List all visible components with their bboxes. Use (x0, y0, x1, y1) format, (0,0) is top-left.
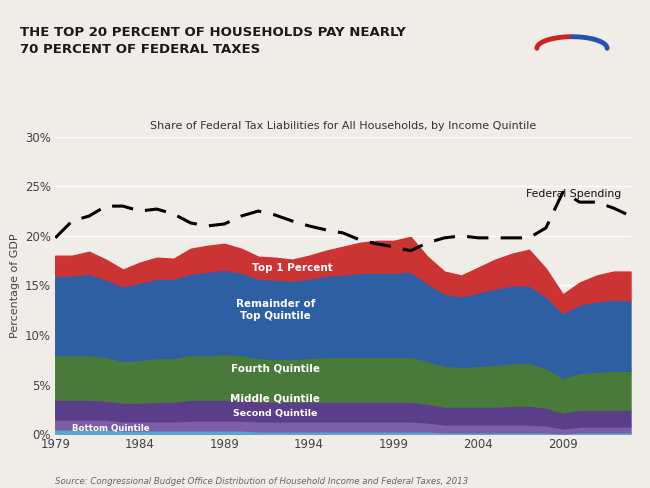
Text: Fourth Quintile: Fourth Quintile (231, 364, 320, 374)
Y-axis label: Percentage of GDP: Percentage of GDP (10, 233, 20, 338)
Text: THE TOP 20 PERCENT OF HOUSEHOLDS PAY NEARLY
70 PERCENT OF FEDERAL TAXES: THE TOP 20 PERCENT OF HOUSEHOLDS PAY NEA… (20, 26, 406, 56)
Text: Federal Spending: Federal Spending (526, 189, 621, 199)
Text: Bottom Quintile: Bottom Quintile (72, 424, 150, 433)
Text: Second Quintile: Second Quintile (233, 409, 317, 418)
Text: Source: Congressional Budget Office Distribution of Household Income and Federal: Source: Congressional Budget Office Dist… (55, 477, 469, 486)
Text: Middle Quintile: Middle Quintile (230, 394, 320, 404)
Text: Share of Federal Tax Liabilities for All Households, by Income Quintile: Share of Federal Tax Liabilities for All… (150, 121, 536, 131)
Text: Remainder of
Top Quintile: Remainder of Top Quintile (235, 299, 315, 322)
Text: Top 1 Percent: Top 1 Percent (252, 263, 333, 273)
